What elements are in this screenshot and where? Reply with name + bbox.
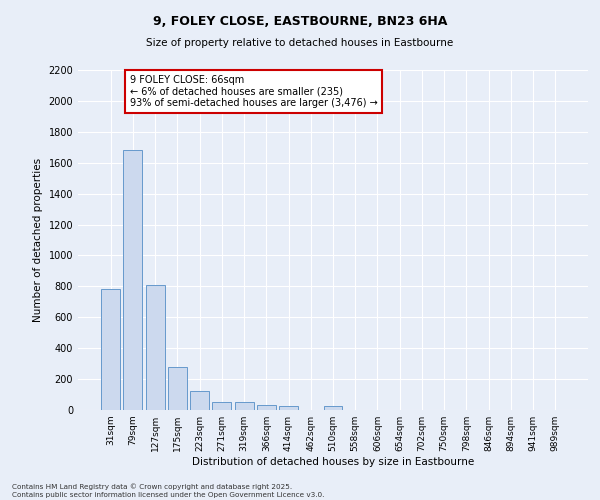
Text: Size of property relative to detached houses in Eastbourne: Size of property relative to detached ho…	[146, 38, 454, 48]
X-axis label: Distribution of detached houses by size in Eastbourne: Distribution of detached houses by size …	[192, 457, 474, 467]
Bar	[279, 406, 298, 410]
Bar	[190, 392, 209, 410]
Bar	[235, 402, 254, 410]
Bar	[101, 290, 120, 410]
Bar	[168, 366, 187, 410]
Bar	[323, 406, 343, 410]
Text: Contains HM Land Registry data © Crown copyright and database right 2025.
Contai: Contains HM Land Registry data © Crown c…	[12, 484, 325, 498]
Bar	[124, 150, 142, 410]
Bar	[257, 404, 276, 410]
Bar	[146, 285, 164, 410]
Y-axis label: Number of detached properties: Number of detached properties	[33, 158, 43, 322]
Text: 9 FOLEY CLOSE: 66sqm
← 6% of detached houses are smaller (235)
93% of semi-detac: 9 FOLEY CLOSE: 66sqm ← 6% of detached ho…	[130, 74, 377, 108]
Text: 9, FOLEY CLOSE, EASTBOURNE, BN23 6HA: 9, FOLEY CLOSE, EASTBOURNE, BN23 6HA	[153, 15, 447, 28]
Bar	[212, 402, 231, 410]
